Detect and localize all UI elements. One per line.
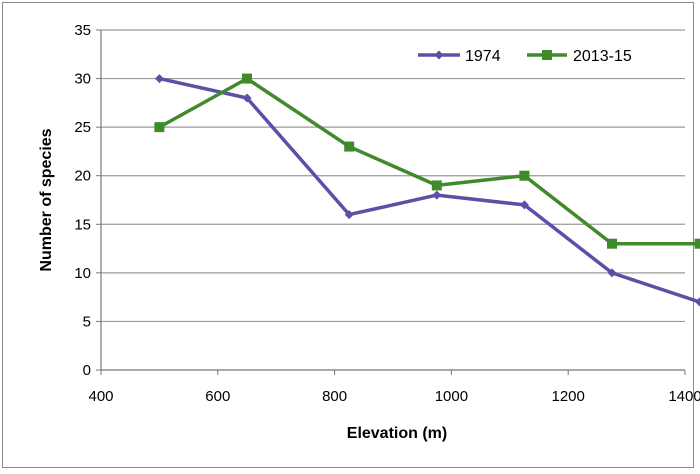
data-point-2013-15-1275 bbox=[607, 238, 617, 249]
data-point-2013-15-825 bbox=[344, 141, 355, 152]
axes bbox=[96, 29, 686, 375]
series-layer bbox=[154, 73, 700, 307]
data-point-1974-650 bbox=[242, 93, 252, 103]
series-line-1974 bbox=[159, 76, 700, 304]
data-point-1974-975 bbox=[432, 190, 442, 200]
y-tick-label-15: 15 bbox=[74, 216, 91, 233]
x-tick-label-400: 400 bbox=[88, 388, 113, 405]
x-tick-labels: 400 600 800 1000 1200 1400 bbox=[88, 388, 700, 405]
data-point-2013-15-1425 bbox=[694, 238, 700, 249]
x-tick-label-600: 600 bbox=[205, 388, 230, 405]
data-point-2013-15-1125 bbox=[519, 170, 530, 181]
series-line-2013-15 bbox=[158, 76, 700, 246]
series-1974 bbox=[154, 74, 700, 307]
x-tick-label-1000: 1000 bbox=[435, 388, 468, 405]
gridlines bbox=[101, 29, 685, 323]
data-point-1974-500 bbox=[154, 74, 164, 84]
data-point-1974-825 bbox=[344, 210, 354, 220]
data-point-2013-15-500 bbox=[154, 122, 165, 133]
y-tick-label-5: 5 bbox=[83, 313, 91, 330]
y-tick-label-0: 0 bbox=[83, 362, 91, 379]
x-tick-label-1200: 1200 bbox=[552, 388, 585, 405]
legend-marker-1974 bbox=[434, 50, 444, 60]
data-point-2013-15-650 bbox=[242, 73, 252, 84]
data-point-1974-1425 bbox=[695, 297, 700, 307]
series-2013-15 bbox=[154, 73, 700, 249]
data-point-1974-1275 bbox=[607, 268, 617, 278]
legend-label-2013-15: 2013-15 bbox=[573, 48, 632, 65]
data-point-1974-1125 bbox=[519, 200, 529, 210]
legend: 1974 2013-15 bbox=[418, 48, 632, 65]
x-tick-label-1400: 1400 bbox=[668, 388, 700, 405]
y-tick-label-20: 20 bbox=[74, 168, 91, 185]
y-axis-title: Number of species bbox=[38, 128, 55, 271]
y-tick-label-10: 10 bbox=[74, 265, 91, 282]
legend-item-2013-15: 2013-15 bbox=[527, 48, 632, 65]
x-tick-label-800: 800 bbox=[322, 388, 347, 405]
y-tick-labels: 0 5 10 15 20 25 30 35 bbox=[74, 22, 91, 379]
data-point-2013-15-975 bbox=[431, 180, 442, 191]
legend-marker-2013-15 bbox=[542, 50, 552, 60]
y-tick-label-25: 25 bbox=[74, 119, 91, 136]
y-tick-label-35: 35 bbox=[74, 22, 91, 39]
x-axis-title: Elevation (m) bbox=[347, 425, 447, 442]
legend-item-1974: 1974 bbox=[418, 48, 501, 65]
y-tick-label-30: 30 bbox=[74, 71, 91, 88]
legend-label-1974: 1974 bbox=[465, 48, 501, 65]
chart-frame bbox=[2, 2, 694, 468]
